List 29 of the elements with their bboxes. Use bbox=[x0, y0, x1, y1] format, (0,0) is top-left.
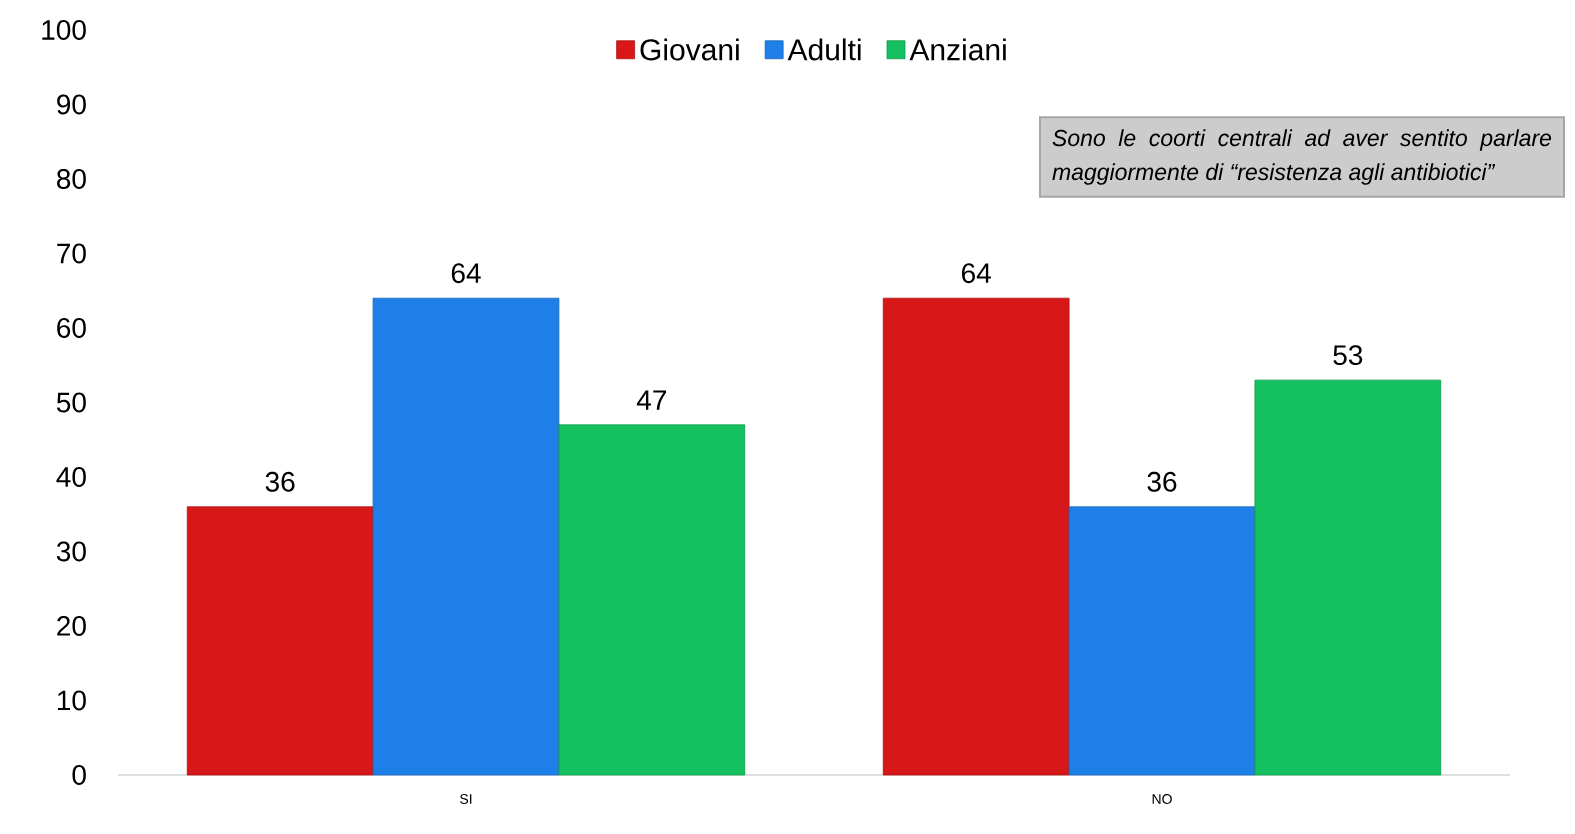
y-tick-label: 10 bbox=[57, 690, 86, 711]
y-tick-label: 30 bbox=[56, 541, 86, 562]
legend-label: Anziani bbox=[909, 38, 1006, 61]
y-tick-label: 40 bbox=[56, 467, 86, 487]
y-tick-label: 60 bbox=[57, 318, 86, 338]
y-tick-label: 0 bbox=[72, 765, 86, 785]
bar bbox=[372, 297, 560, 776]
x-tick-label: NO bbox=[1152, 794, 1172, 804]
data-label: 36 bbox=[1147, 471, 1177, 492]
y-tick-label: 20 bbox=[57, 616, 86, 636]
legend-label: Adulti bbox=[787, 38, 861, 61]
y-tick-label: 70 bbox=[57, 243, 86, 264]
x-tick-label: SI bbox=[460, 794, 472, 804]
bar bbox=[558, 424, 746, 776]
y-tick-label: 100 bbox=[42, 20, 86, 40]
data-label: 47 bbox=[636, 390, 667, 410]
data-label: 64 bbox=[962, 263, 991, 284]
data-label: 64 bbox=[451, 263, 481, 284]
bar bbox=[1068, 506, 1256, 776]
bar bbox=[1254, 379, 1442, 776]
y-tick-label: 50 bbox=[56, 392, 86, 413]
legend-label: Giovani bbox=[640, 38, 739, 61]
annotation: Sono le coorti centrali ad aver sentito parlare maggiormente di “resistenza agli antibiotici” bbox=[1052, 129, 1552, 185]
data-label: 36 bbox=[265, 471, 295, 492]
bar bbox=[186, 506, 374, 776]
y-tick-label: 80 bbox=[57, 169, 86, 189]
bar bbox=[882, 297, 1070, 776]
y-tick-label: 90 bbox=[57, 94, 86, 115]
data-label: 53 bbox=[1333, 345, 1363, 366]
